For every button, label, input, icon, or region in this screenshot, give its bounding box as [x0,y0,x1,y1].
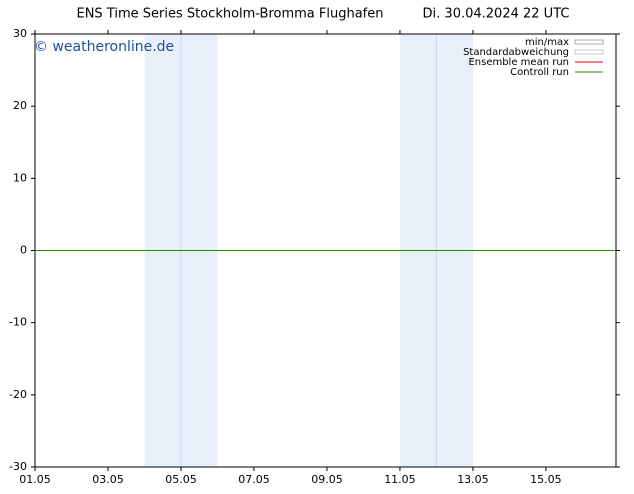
x-tick-label: 13.05 [457,473,489,486]
chart-subtitle: Di. 30.04.2024 22 UTC [423,7,570,22]
y-tick-label: 30 [13,27,27,40]
legend-label: Controll run [510,67,569,78]
legend-label: min/max [525,37,569,48]
y-tick-label: -20 [9,388,27,401]
x-tick-label: 15.05 [530,473,562,486]
legend-label: Ensemble mean run [468,57,569,68]
x-tick-label: 11.05 [384,473,416,486]
legend-swatch [574,39,604,45]
y-tick-label: 20 [13,99,27,112]
x-tick-label: 05.05 [165,473,197,486]
y-tick-label: -30 [9,460,27,473]
x-tick-label: 09.05 [311,473,343,486]
chart-title: ENS Time Series Stockholm-Bromma Flughaf… [76,7,383,22]
y-tick-label: 0 [20,244,27,257]
x-tick-label: 01.05 [19,473,51,486]
y-tick-label: 10 [13,171,27,184]
legend-label: Standardabweichung [463,47,569,58]
x-tick-label: 07.05 [238,473,270,486]
watermark: © weatheronline.de [34,39,174,55]
x-tick-label: 03.05 [92,473,124,486]
legend-swatch [574,49,604,55]
y-tick-label: -10 [9,316,27,329]
